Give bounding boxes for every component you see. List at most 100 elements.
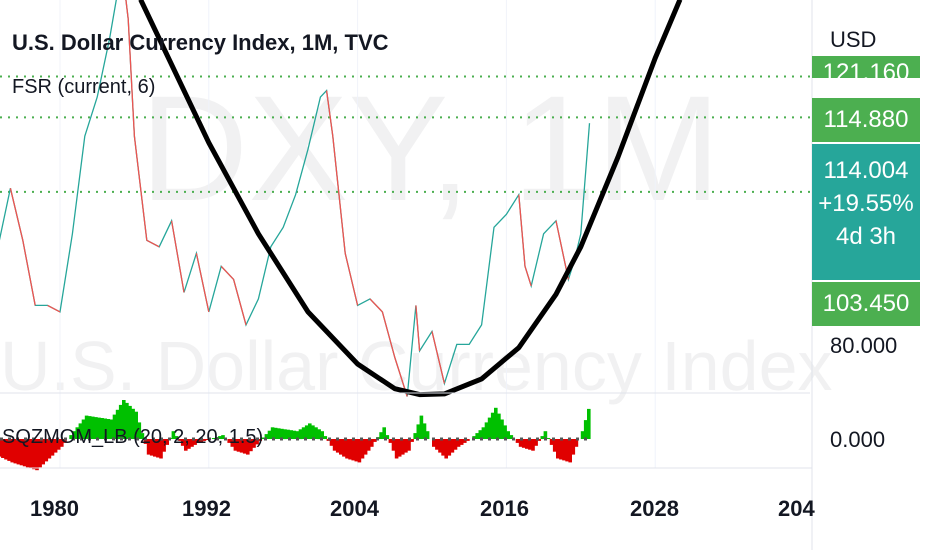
osc-bar-146 (401, 439, 405, 455)
osc-bar-88 (221, 435, 225, 439)
oscillator-legend[interactable]: SQZMOM_LB (20, 2, 20, 1.5) (2, 426, 264, 448)
osc-bar-149 (410, 439, 414, 442)
osc-bar-112 (295, 431, 300, 439)
watermark-symbol: DXY, 1M (140, 64, 721, 232)
osc-bar-206 (587, 408, 591, 439)
osc-bar-137 (373, 439, 377, 442)
osc-bar-19 (7, 439, 11, 461)
osc-bar-110 (289, 430, 293, 439)
osc-bar-35 (56, 439, 61, 450)
osc-bar-164 (456, 439, 461, 447)
osc-bar-63 (143, 439, 148, 444)
osc-bar-184 (518, 439, 523, 447)
osc-bar-159 (441, 439, 445, 456)
osc-bar-114 (301, 427, 306, 439)
osc-bar-128 (345, 439, 349, 459)
osc-bar-48 (97, 417, 101, 439)
osc-bar-186 (525, 439, 529, 449)
time-tick-2004: 2004 (330, 496, 379, 521)
osc-bar-80 (196, 439, 200, 443)
osc-bar-157 (435, 439, 439, 450)
osc-bar-92 (233, 439, 238, 451)
osc-bar-34 (53, 439, 58, 453)
osc-bar-177 (497, 413, 501, 439)
bar-countdown: 4d 3h (835, 223, 897, 250)
osc-bar-143 (391, 439, 396, 451)
osc-bar-47 (94, 417, 98, 439)
osc-bar-64 (146, 439, 151, 455)
osc-bar-205 (583, 420, 588, 439)
osc-bar-43 (81, 419, 86, 439)
osc-bar-145 (397, 439, 402, 457)
osc-bar-120 (320, 431, 324, 439)
osc-bar-178 (500, 419, 504, 439)
price-tag-level-high: 114.880 (812, 98, 920, 142)
osc-bar-57 (125, 402, 129, 439)
osc-bar-77 (187, 439, 191, 449)
osc-bar-32 (47, 439, 52, 459)
osc-bar-96 (246, 439, 250, 455)
current-price-tag: 114.004 +19.55% 4d 3h (812, 144, 920, 280)
osc-bar-176 (494, 407, 498, 439)
osc-bar-190 (537, 439, 541, 441)
osc-bar-200 (568, 439, 572, 463)
osc-bar-174 (487, 417, 492, 439)
osc-bar-53 (112, 414, 117, 439)
osc-bar-195 (552, 439, 557, 452)
osc-bar-199 (565, 439, 569, 462)
osc-bar-134 (363, 439, 368, 455)
osc-bar-24 (22, 439, 27, 467)
osc-bar-98 (252, 439, 256, 448)
osc-bar-94 (239, 439, 244, 453)
osc-bar-183 (515, 439, 520, 443)
cup-curve-drawing[interactable] (138, 0, 683, 398)
osc-bar-131 (354, 439, 359, 462)
osc-bar-101 (261, 437, 266, 439)
osc-bar-54 (115, 409, 120, 440)
osc-bar-150 (413, 433, 417, 439)
osc-bar-161 (447, 439, 452, 456)
osc-bar-78 (190, 439, 194, 447)
osc-bar-167 (466, 439, 470, 441)
price-tag-partial: 121.160 (812, 56, 920, 78)
price-series-line (0, 0, 591, 397)
osc-bar-198 (562, 439, 566, 461)
osc-bar-148 (407, 439, 411, 451)
osc-bar-107 (280, 428, 284, 439)
osc-bar-162 (450, 439, 455, 453)
osc-bar-124 (332, 439, 337, 451)
osc-bar-130 (351, 439, 355, 461)
osc-bar-27 (32, 439, 36, 470)
osc-bar-194 (549, 439, 554, 445)
osc-bar-59 (131, 408, 135, 439)
osc-bar-192 (543, 431, 548, 439)
osc-bar-127 (342, 439, 346, 457)
osc-bar-166 (463, 439, 467, 443)
currency-label: USD (830, 27, 877, 52)
osc-bar-39 (69, 435, 73, 439)
chart-title: U.S. Dollar Currency Index, 1M, TVC (12, 30, 389, 55)
osc-bar-135 (366, 439, 371, 451)
osc-bar-31 (44, 439, 49, 462)
osc-bar-49 (100, 418, 104, 439)
osc-bar-62 (140, 433, 145, 439)
osc-bar-46 (91, 416, 95, 439)
osc-bar-118 (314, 427, 318, 439)
osc-bar-115 (304, 425, 309, 439)
osc-bar-23 (19, 439, 24, 466)
osc-bar-90 (227, 439, 231, 443)
osc-bar-119 (317, 429, 321, 440)
osc-bar-44 (84, 415, 89, 439)
osc-bar-29 (38, 439, 42, 468)
osc-bar-151 (416, 424, 421, 439)
osc-bar-37 (63, 439, 67, 443)
time-tick-1980: 1980 (30, 496, 79, 521)
indicator-legend[interactable]: FSR (current, 6) (12, 76, 156, 98)
osc-bar-189 (534, 439, 538, 446)
osc-bar-172 (481, 427, 486, 439)
osc-bar-156 (432, 439, 436, 447)
osc-bar-121 (323, 436, 328, 439)
